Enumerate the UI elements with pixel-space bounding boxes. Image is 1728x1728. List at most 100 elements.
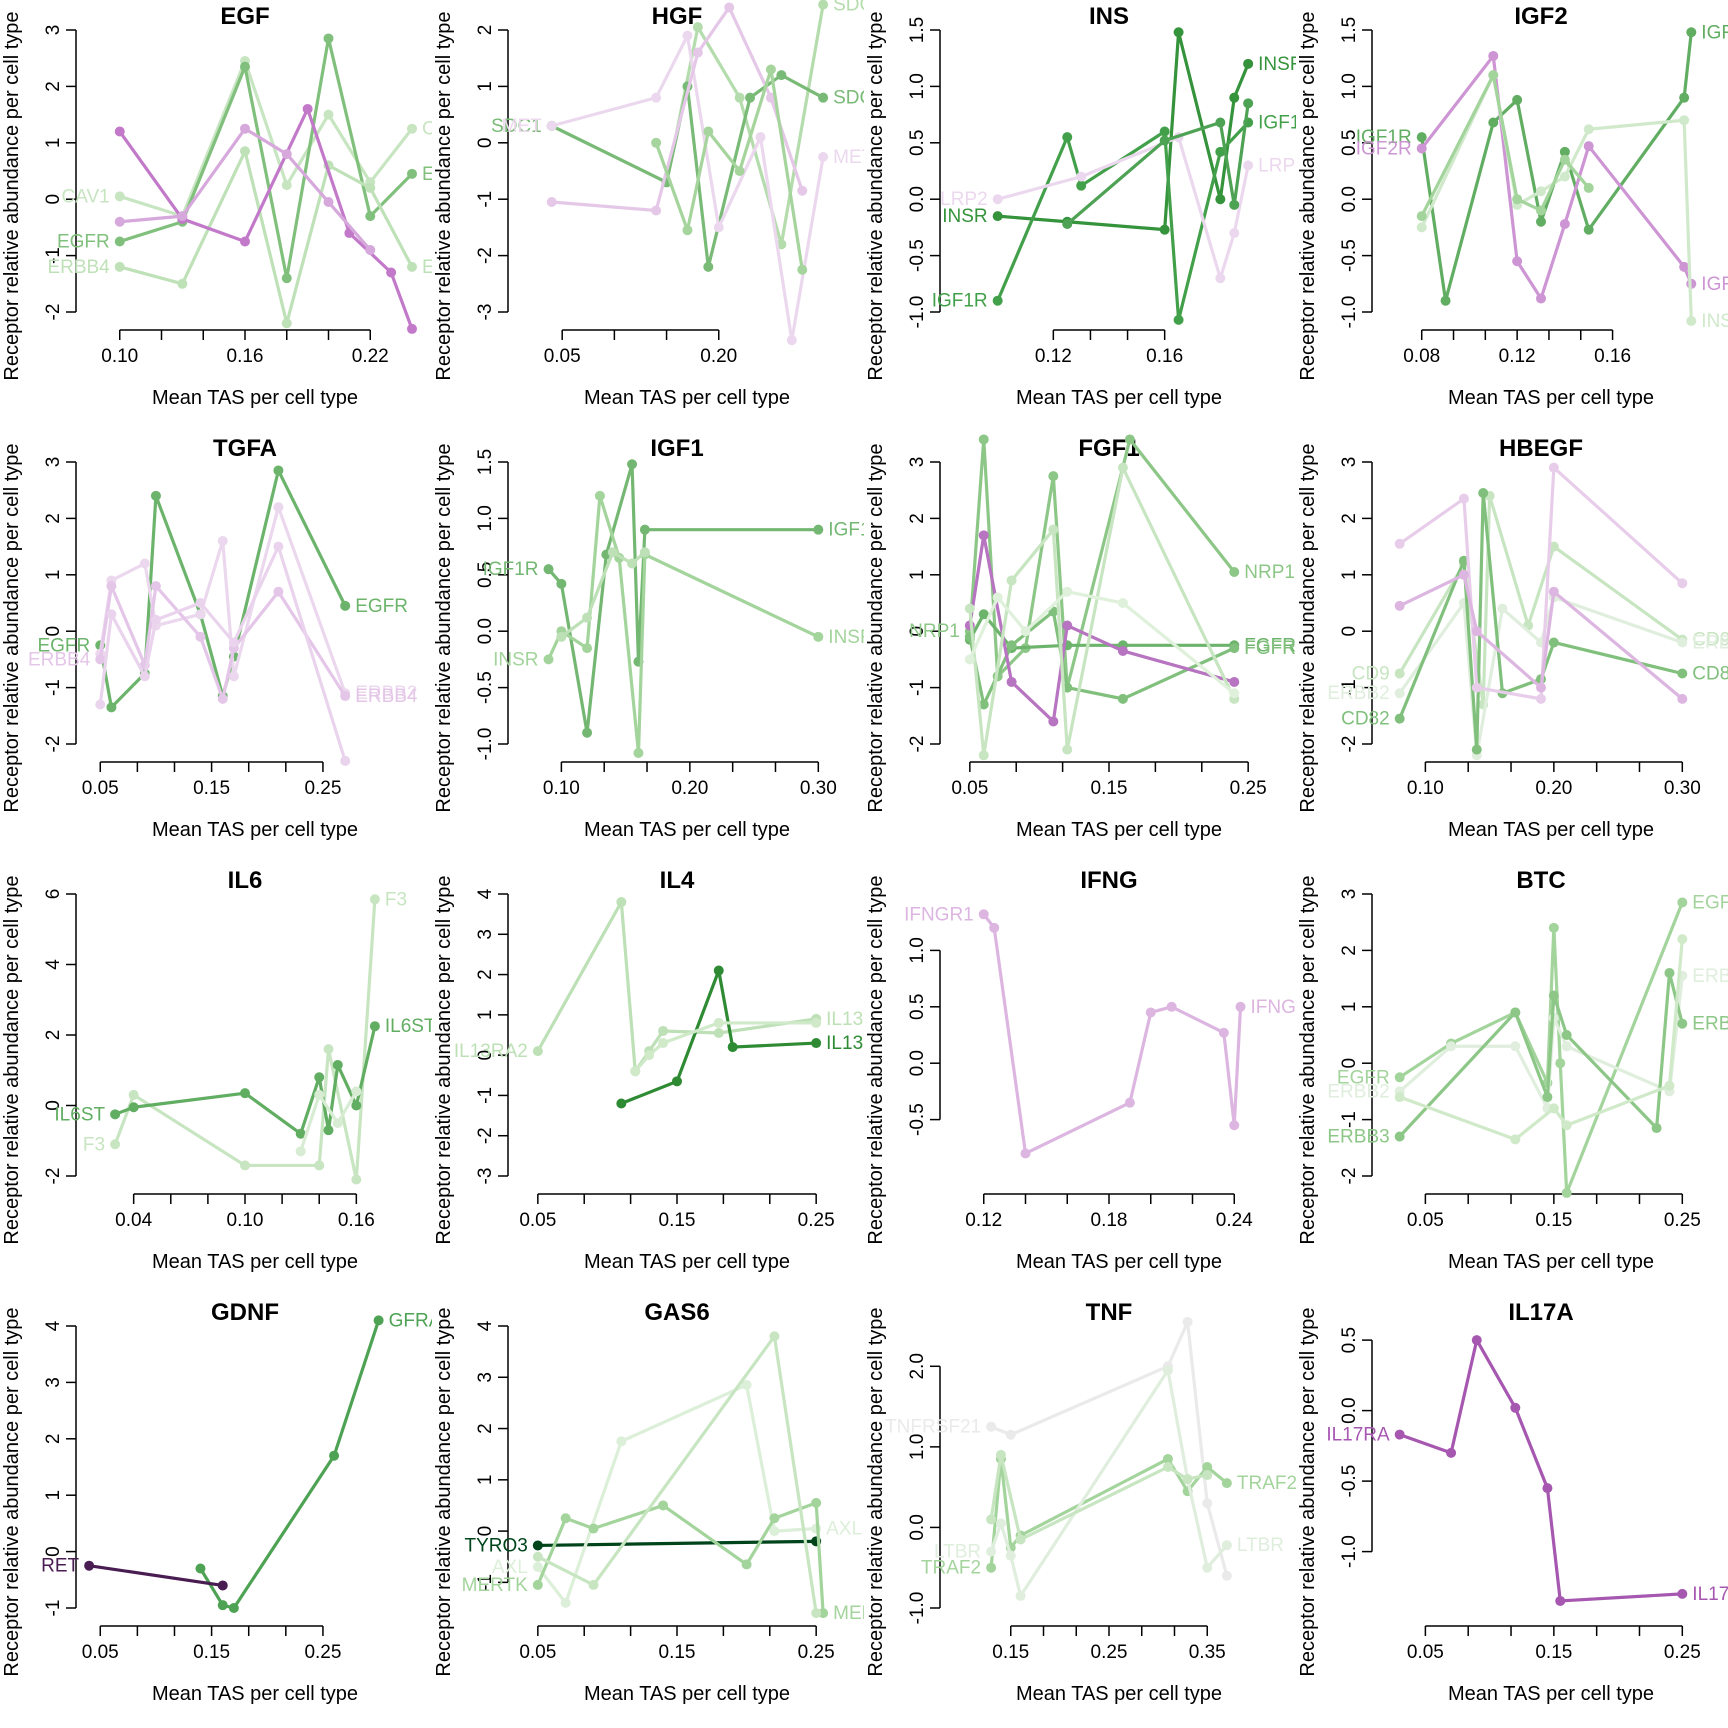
series-line: [1420, 32, 1693, 303]
data-point: [532, 1551, 543, 1562]
data-point: [672, 1076, 682, 1087]
series-label-left: NRP1: [909, 621, 960, 642]
data-point: [114, 126, 125, 137]
data-point: [281, 318, 292, 329]
data-point: [978, 750, 989, 761]
data-point: [323, 1125, 334, 1136]
data-point: [177, 278, 188, 289]
series-line: [1398, 573, 1684, 701]
data-point: [217, 1580, 228, 1591]
x-axis-label: Mean TAS per cell type: [1448, 1251, 1654, 1273]
data-point: [295, 1146, 306, 1157]
chart-panel-il6: IL6 -2 0 2 4 6 Receptor relative abundance per…: [1, 867, 432, 1273]
data-point: [1458, 493, 1469, 504]
data-point: [1394, 1092, 1405, 1103]
data-point: [1542, 1092, 1553, 1103]
series-unlabeled-3: [1394, 934, 1688, 1145]
series-label-left: EGFR: [57, 232, 110, 253]
y-tick-label: 2: [43, 1434, 64, 1445]
data-point: [373, 1315, 384, 1326]
y-axis-label: Receptor relative abundance per cell typ…: [865, 875, 887, 1244]
x-tick-label: 0.04: [115, 1210, 152, 1231]
data-point: [978, 530, 989, 541]
x-tick-label: 0.20: [1535, 778, 1572, 799]
series-unlabeled-3: [1416, 70, 1594, 222]
data-point: [332, 1118, 343, 1129]
series-erbb4: ERBB4 ERBB4: [28, 581, 418, 707]
y-tick-label: 0.0: [907, 186, 928, 212]
data-point: [1202, 1562, 1213, 1573]
data-point: [1561, 1041, 1572, 1052]
data-point: [1117, 462, 1128, 473]
x-axis-label: Mean TAS per cell type: [1448, 819, 1654, 841]
data-point: [1488, 50, 1499, 61]
y-tick-label: 3: [1339, 457, 1360, 468]
x-tick-label: 0.15: [193, 1642, 230, 1663]
series-label-left: LRP2: [940, 189, 988, 210]
y-tick-label: 0: [1339, 1058, 1360, 1069]
data-point: [630, 1066, 641, 1077]
series-label-left: LTBR: [934, 1542, 981, 1563]
data-point: [1555, 1058, 1566, 1069]
series-line: [1420, 73, 1693, 322]
x-tick-label: 0.20: [671, 778, 708, 799]
y-tick-label: -1: [43, 679, 64, 696]
data-point: [128, 1102, 139, 1113]
x-axis-label: Mean TAS per cell type: [584, 1683, 790, 1705]
series-il13ra2: IL13RA2 IL13RA2: [454, 897, 864, 1077]
x-axis-label: Mean TAS per cell type: [1448, 1683, 1654, 1705]
series-line: [997, 135, 1250, 280]
data-point: [1536, 186, 1546, 197]
data-point: [150, 490, 161, 501]
y-tick-label: -0.5: [907, 1103, 928, 1136]
y-tick-label: -2: [1339, 1168, 1360, 1185]
series-ret: RET: [41, 1556, 228, 1591]
y-tick-label: 3: [475, 1372, 496, 1383]
data-point: [1229, 199, 1240, 210]
data-point: [703, 261, 714, 272]
series-label-right: EGFR: [1692, 892, 1728, 913]
data-point: [1243, 160, 1254, 171]
data-point: [195, 598, 206, 608]
data-point: [314, 1072, 325, 1083]
data-point: [1394, 668, 1405, 679]
data-point: [1221, 1540, 1232, 1551]
chart-panel-gdnf: GDNF -1 0 1 2 3 4 Receptor relative abundance p…: [1, 1299, 432, 1705]
data-point: [1548, 462, 1559, 473]
data-point: [546, 120, 557, 131]
data-point: [1677, 1588, 1688, 1599]
y-tick-label: -2: [43, 1168, 64, 1185]
data-point: [281, 149, 292, 160]
series-label-right: EGFR: [422, 164, 432, 185]
data-point: [340, 600, 351, 611]
series-line: [547, 462, 819, 735]
series-ltbr: LTBR LTBR: [934, 1365, 1284, 1601]
data-point: [658, 1038, 669, 1049]
data-point: [1145, 1007, 1156, 1018]
data-point: [386, 267, 397, 278]
data-point: [1536, 205, 1546, 216]
data-point: [1006, 676, 1017, 687]
series-label-right: MERTK: [833, 1603, 864, 1624]
data-point: [651, 137, 662, 148]
data-point: [1215, 194, 1226, 205]
data-point: [1202, 1470, 1213, 1481]
series-line: [1398, 975, 1684, 1110]
data-point: [1048, 471, 1059, 482]
x-tick-label: 0.10: [101, 346, 138, 367]
x-tick-label: 0.25: [304, 1642, 341, 1663]
data-point: [195, 631, 206, 642]
series-label-left: ERBB2: [1327, 1081, 1389, 1102]
series-unlabeled-3: [1062, 98, 1254, 230]
data-point: [811, 1497, 822, 1508]
data-point: [1215, 273, 1226, 284]
y-tick-label: 2: [907, 513, 928, 524]
y-tick-label: 1.0: [1339, 73, 1360, 99]
data-point: [240, 123, 250, 134]
data-point: [692, 47, 703, 58]
data-point: [1221, 1570, 1232, 1581]
data-point: [992, 211, 1003, 222]
data-point: [351, 1100, 362, 1111]
series-label-left: ERBB2: [1327, 683, 1389, 704]
x-axis-label: Mean TAS per cell type: [584, 387, 790, 409]
